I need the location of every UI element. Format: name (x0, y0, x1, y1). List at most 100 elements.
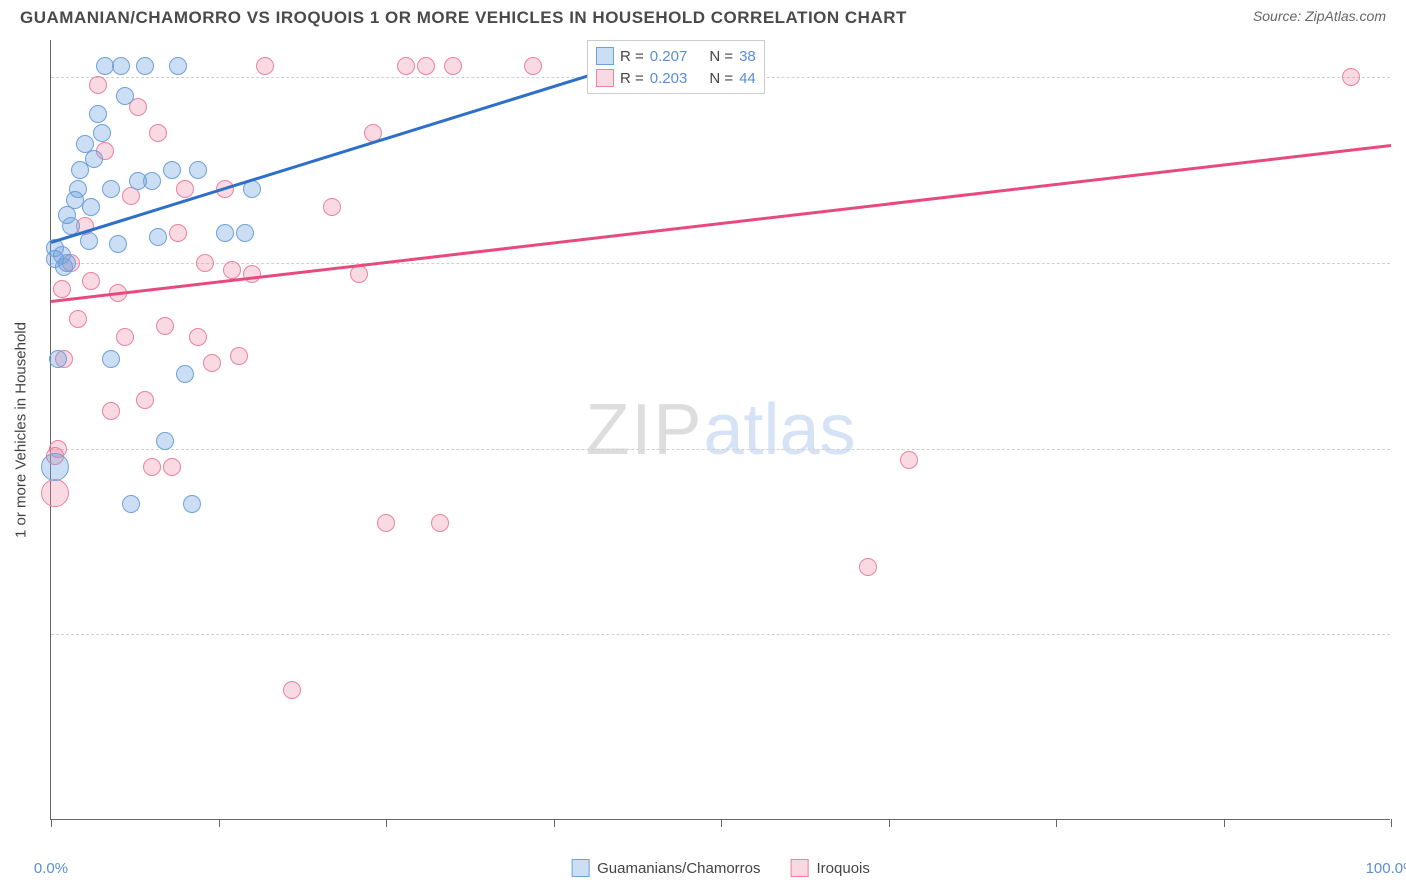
scatter-point-pink (230, 347, 248, 365)
scatter-point-pink (417, 57, 435, 75)
scatter-point-blue (82, 198, 100, 216)
gridline (51, 634, 1390, 635)
scatter-chart: 1 or more Vehicles in Household ZIPatlas… (50, 40, 1390, 820)
y-tick-label: 100.0% (1400, 69, 1406, 86)
scatter-point-pink (397, 57, 415, 75)
n-label: N = (709, 70, 733, 87)
trend-line-blue (51, 66, 615, 243)
scatter-point-blue (183, 495, 201, 513)
n-value-blue: 38 (739, 48, 756, 65)
r-value-pink: 0.203 (650, 70, 688, 87)
scatter-point-pink (256, 57, 274, 75)
watermark: ZIPatlas (585, 389, 855, 471)
scatter-point-pink (189, 328, 207, 346)
scatter-point-blue (156, 432, 174, 450)
scatter-point-blue (102, 350, 120, 368)
series-name-pink: Iroquois (817, 860, 870, 877)
source-label: Source: (1253, 8, 1301, 24)
scatter-point-pink (143, 458, 161, 476)
r-label: R = (620, 70, 644, 87)
scatter-point-pink (859, 558, 877, 576)
y-tick-label: 90.0% (1400, 440, 1406, 457)
scatter-point-pink (431, 514, 449, 532)
series-name-blue: Guamanians/Chamorros (597, 860, 760, 877)
chart-title: GUAMANIAN/CHAMORRO VS IROQUOIS 1 OR MORE… (20, 8, 907, 28)
legend-swatch-pink (791, 859, 809, 877)
scatter-point-blue (85, 150, 103, 168)
scatter-point-blue (112, 57, 130, 75)
x-tick (1224, 819, 1225, 827)
scatter-point-blue (122, 495, 140, 513)
scatter-point-pink (53, 280, 71, 298)
r-value-blue: 0.207 (650, 48, 688, 65)
x-tick (219, 819, 220, 827)
scatter-point-blue (149, 228, 167, 246)
scatter-point-pink (243, 265, 261, 283)
y-axis-label: 1 or more Vehicles in Household (13, 322, 30, 538)
scatter-point-blue (189, 161, 207, 179)
source-attribution: Source: ZipAtlas.com (1253, 8, 1386, 24)
legend-row-blue: R = 0.207 N = 38 (596, 45, 756, 67)
scatter-point-blue (89, 105, 107, 123)
x-tick (51, 819, 52, 827)
scatter-point-pink (377, 514, 395, 532)
n-value-pink: 44 (739, 70, 756, 87)
x-tick (1391, 819, 1392, 827)
scatter-point-blue (109, 235, 127, 253)
series-legend: Guamanians/Chamorros Iroquois (571, 859, 870, 877)
legend-row-pink: R = 0.203 N = 44 (596, 67, 756, 89)
scatter-point-pink (82, 272, 100, 290)
x-tick-label: 100.0% (1366, 860, 1406, 877)
y-tick-label: 85.0% (1400, 626, 1406, 643)
correlation-legend: R = 0.207 N = 38 R = 0.203 N = 44 (587, 40, 765, 94)
scatter-point-blue (116, 87, 134, 105)
scatter-point-pink (283, 681, 301, 699)
scatter-point-pink (102, 402, 120, 420)
scatter-point-pink (156, 317, 174, 335)
scatter-point-blue (58, 254, 76, 272)
scatter-point-blue (49, 350, 67, 368)
scatter-point-blue (80, 232, 98, 250)
scatter-point-pink (163, 458, 181, 476)
scatter-point-blue (163, 161, 181, 179)
chart-header: GUAMANIAN/CHAMORRO VS IROQUOIS 1 OR MORE… (0, 0, 1406, 28)
scatter-point-pink (350, 265, 368, 283)
scatter-point-blue (41, 453, 69, 481)
scatter-point-pink (196, 254, 214, 272)
x-tick (721, 819, 722, 827)
watermark-part1: ZIP (585, 390, 703, 470)
scatter-point-blue (216, 224, 234, 242)
x-tick (554, 819, 555, 827)
n-label: N = (709, 48, 733, 65)
y-tick-label: 95.0% (1400, 254, 1406, 271)
source-value: ZipAtlas.com (1305, 8, 1386, 24)
gridline (51, 263, 1390, 264)
scatter-point-pink (176, 180, 194, 198)
scatter-point-pink (136, 391, 154, 409)
r-label: R = (620, 48, 644, 65)
scatter-point-blue (102, 180, 120, 198)
legend-item-pink: Iroquois (791, 859, 870, 877)
legend-swatch-pink (596, 69, 614, 87)
scatter-point-blue (143, 172, 161, 190)
scatter-point-blue (176, 365, 194, 383)
scatter-point-blue (136, 57, 154, 75)
legend-swatch-blue (596, 47, 614, 65)
x-tick (889, 819, 890, 827)
x-tick (386, 819, 387, 827)
scatter-point-pink (41, 479, 69, 507)
legend-item-blue: Guamanians/Chamorros (571, 859, 760, 877)
scatter-point-pink (69, 310, 87, 328)
x-tick-label: 0.0% (34, 860, 68, 877)
legend-swatch-blue (571, 859, 589, 877)
scatter-point-pink (116, 328, 134, 346)
scatter-point-blue (69, 180, 87, 198)
scatter-point-pink (203, 354, 221, 372)
scatter-point-pink (444, 57, 462, 75)
scatter-point-blue (93, 124, 111, 142)
scatter-point-pink (524, 57, 542, 75)
scatter-point-blue (236, 224, 254, 242)
gridline (51, 449, 1390, 450)
scatter-point-pink (149, 124, 167, 142)
scatter-point-pink (89, 76, 107, 94)
